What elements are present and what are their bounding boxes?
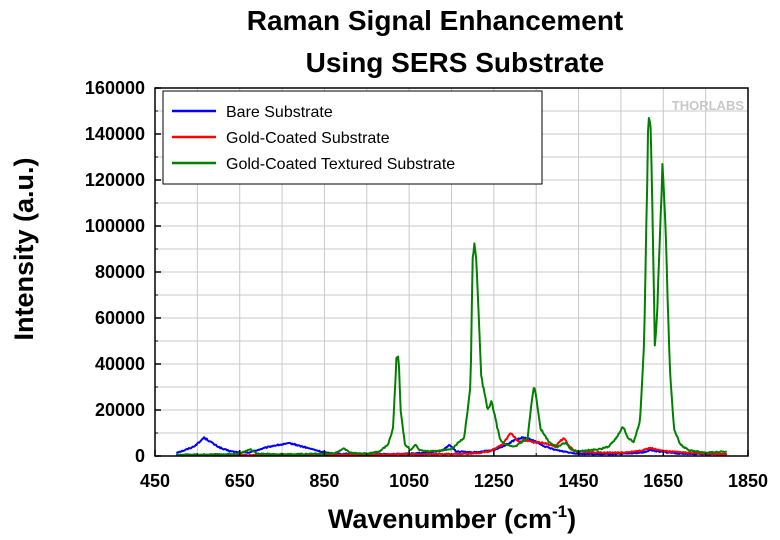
y-tick-label: 140000 [85, 124, 145, 144]
x-tick-label: 650 [225, 471, 255, 491]
y-tick-label: 40000 [95, 354, 145, 374]
legend: Bare Substrate Gold-Coated Substrate Gol… [162, 90, 543, 185]
y-tick-label: 0 [135, 446, 145, 466]
x-tick-label: 1450 [559, 471, 599, 491]
thorlabs-watermark: THORLABS [672, 98, 745, 113]
legend-box [162, 90, 543, 185]
legend-label-bare: Bare Substrate [226, 104, 333, 121]
y-tick-label: 80000 [95, 262, 145, 282]
series-line-0 [176, 436, 728, 456]
chart-title-line-1: Raman Signal Enhancement [247, 5, 624, 36]
y-tick-label: 160000 [85, 78, 145, 98]
series-line-2 [175, 117, 727, 457]
y-tick-label: 120000 [85, 170, 145, 190]
y-tick-label: 100000 [85, 216, 145, 236]
legend-label-textured: Gold-Coated Textured Substrate [226, 156, 455, 173]
y-axis-title: Intensity (a.u.) [9, 157, 39, 340]
x-axis-title-close: ) [567, 504, 576, 534]
x-axis-title: Wavenumber (cm-1) [328, 502, 576, 534]
legend-label-gold: Gold-Coated Substrate [226, 130, 390, 147]
x-tick-label: 450 [140, 471, 170, 491]
x-tick-label: 1850 [728, 471, 768, 491]
y-tick-label: 20000 [95, 400, 145, 420]
x-axis-title-main: Wavenumber (cm [328, 504, 552, 534]
x-tick-label: 850 [309, 471, 339, 491]
chart-title-line-2: Using SERS Substrate [306, 47, 605, 78]
y-tick-label: 60000 [95, 308, 145, 328]
x-tick-label: 1050 [389, 471, 429, 491]
x-tick-label: 1250 [474, 471, 514, 491]
x-axis-title-superscript: -1 [552, 502, 567, 521]
x-tick-label: 1650 [643, 471, 683, 491]
axis-ticks: 450 650 850 1050 1250 1450 1650 1850 0 20000 40000… [85, 78, 768, 491]
